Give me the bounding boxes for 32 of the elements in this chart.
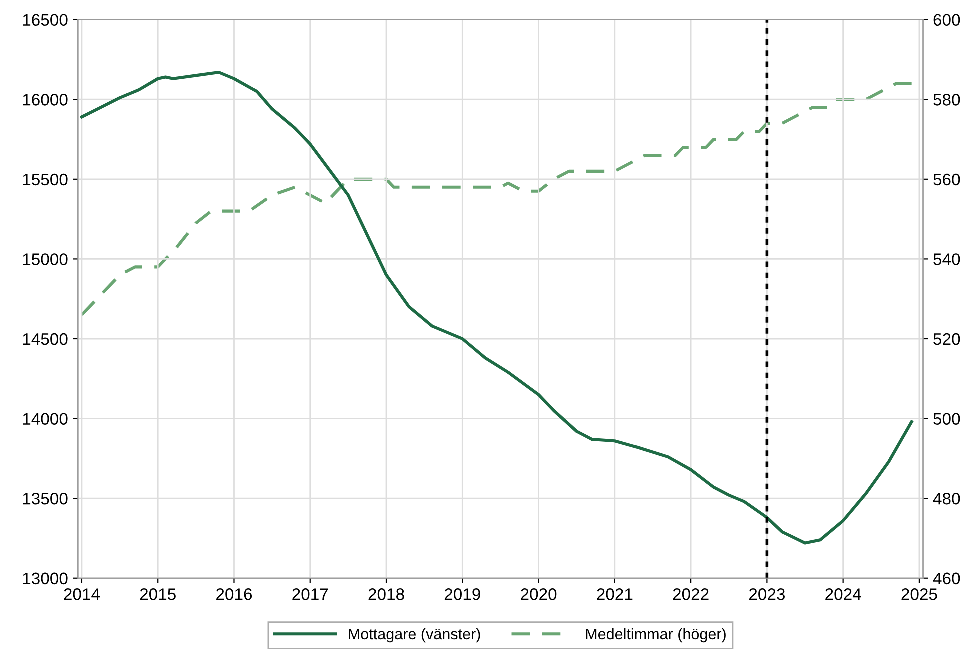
legend-label: Mottagare (vänster) bbox=[349, 628, 480, 643]
y2-tick-label: 560 bbox=[934, 174, 960, 186]
y-tick-label: 16000 bbox=[23, 94, 68, 106]
x-tick-label: 2021 bbox=[597, 588, 633, 600]
x-tick-label: 2015 bbox=[140, 588, 176, 600]
line-series bbox=[80, 70, 914, 545]
x-tick-label: 2025 bbox=[902, 588, 938, 600]
x-tick-label: 2019 bbox=[444, 588, 480, 600]
y2-tick-label: 460 bbox=[933, 572, 960, 585]
x-tick-label: 2020 bbox=[521, 588, 557, 600]
x-tick-label: 2024 bbox=[826, 588, 862, 600]
y-tick-label: 15000 bbox=[23, 254, 68, 266]
y-tick-label: 13500 bbox=[23, 492, 68, 505]
y-tick-label: 16500 bbox=[23, 14, 68, 26]
x-tick-label: 2017 bbox=[292, 588, 328, 600]
line-series bbox=[80, 82, 914, 317]
x-tick-label: 2022 bbox=[673, 588, 709, 600]
y-tick-label: 14000 bbox=[23, 413, 68, 425]
y2-tick-label: 580 bbox=[934, 94, 960, 106]
y2-tick-label: 520 bbox=[934, 333, 960, 346]
x-tick-label: 2018 bbox=[368, 588, 404, 600]
x-tick-label: 2014 bbox=[64, 588, 100, 600]
x-tick-label: 2016 bbox=[216, 588, 252, 600]
y-tick-label: 14500 bbox=[23, 333, 68, 346]
y2-tick-label: 600 bbox=[934, 14, 960, 26]
y2-tick-label: 540 bbox=[934, 254, 960, 266]
legend-label: Medeltimmar (höger) bbox=[586, 628, 726, 643]
y-tick-label: 13000 bbox=[23, 572, 68, 585]
y2-tick-label: 500 bbox=[934, 413, 960, 425]
y2-tick-label: 480 bbox=[933, 492, 960, 505]
y-tick-label: 15500 bbox=[23, 174, 68, 186]
x-tick-label: 2023 bbox=[749, 588, 785, 600]
